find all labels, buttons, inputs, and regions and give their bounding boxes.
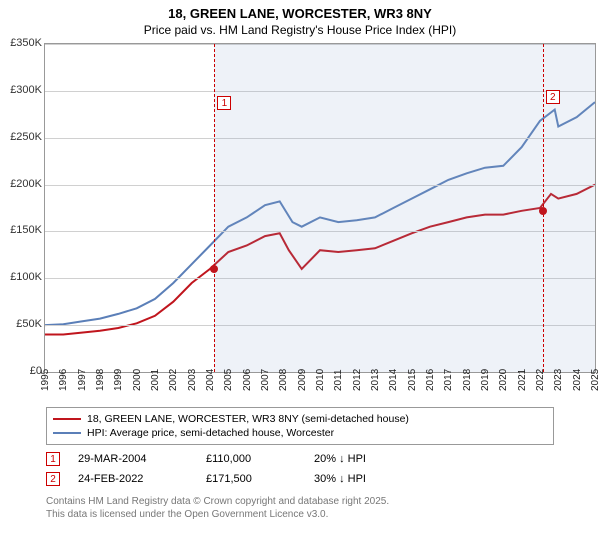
sale-date: 29-MAR-2004 (78, 453, 188, 465)
x-tick-label: 2005 (223, 369, 234, 391)
sale-delta: 20% ↓ HPI (314, 453, 404, 465)
y-tick-label: £250K (10, 131, 42, 143)
y-tick-label: £300K (10, 84, 42, 96)
x-tick-label: 1996 (58, 369, 69, 391)
event-marker: 1 (217, 96, 231, 110)
y-tick-label: £100K (10, 271, 42, 283)
sale-date: 24-FEB-2022 (78, 473, 188, 485)
x-tick-label: 2018 (462, 369, 473, 391)
page-title: 18, GREEN LANE, WORCESTER, WR3 8NY (0, 0, 600, 23)
x-tick-label: 2001 (150, 369, 161, 391)
x-tick-label: 2002 (168, 369, 179, 391)
sales-table: 1 29-MAR-2004 £110,000 20% ↓ HPI 2 24-FEB-202… (46, 449, 554, 489)
event-marker: 2 (546, 90, 560, 104)
y-tick-label: £150K (10, 224, 42, 236)
x-tick-label: 2007 (260, 369, 271, 391)
x-tick-label: 2025 (590, 369, 600, 391)
sale-price: £171,500 (206, 473, 296, 485)
legend: 18, GREEN LANE, WORCESTER, WR3 8NY (semi… (46, 407, 554, 445)
footer-line: Contains HM Land Registry data © Crown c… (46, 495, 554, 508)
sale-row: 1 29-MAR-2004 £110,000 20% ↓ HPI (46, 449, 554, 469)
x-tick-label: 1999 (113, 369, 124, 391)
plot-area: 12 (44, 43, 596, 373)
x-tick-label: 1997 (77, 369, 88, 391)
x-tick-label: 2017 (443, 369, 454, 391)
sale-row: 2 24-FEB-2022 £171,500 30% ↓ HPI (46, 469, 554, 489)
x-tick-label: 2000 (132, 369, 143, 391)
x-tick-label: 2012 (352, 369, 363, 391)
x-tick-label: 1998 (95, 369, 106, 391)
legend-item: 18, GREEN LANE, WORCESTER, WR3 8NY (semi… (53, 412, 547, 426)
x-tick-label: 2009 (297, 369, 308, 391)
x-tick-label: 2015 (407, 369, 418, 391)
sale-point-dot (210, 265, 218, 273)
event-line (214, 44, 215, 372)
x-tick-label: 2024 (572, 369, 583, 391)
sale-point-dot (539, 207, 547, 215)
x-tick-label: 2019 (480, 369, 491, 391)
sale-delta: 30% ↓ HPI (314, 473, 404, 485)
x-tick-label: 2011 (333, 369, 344, 391)
page-subtitle: Price paid vs. HM Land Registry's House … (0, 23, 600, 43)
y-tick-label: £350K (10, 37, 42, 49)
footer-line: This data is licensed under the Open Gov… (46, 508, 554, 521)
y-axis: £0£50K£100K£150K£200K£250K£300K£350K (0, 43, 44, 373)
x-tick-label: 2010 (315, 369, 326, 391)
chart: £0£50K£100K£150K£200K£250K£300K£350K 12 … (0, 43, 600, 403)
x-tick-label: 2003 (187, 369, 198, 391)
x-tick-label: 2013 (370, 369, 381, 391)
x-tick-label: 1995 (40, 369, 51, 391)
legend-swatch (53, 432, 81, 434)
sale-price: £110,000 (206, 453, 296, 465)
x-tick-label: 2023 (553, 369, 564, 391)
legend-label: 18, GREEN LANE, WORCESTER, WR3 8NY (semi… (87, 413, 409, 425)
shade-region (214, 44, 595, 372)
x-tick-label: 2021 (517, 369, 528, 391)
x-tick-label: 2020 (498, 369, 509, 391)
x-tick-label: 2004 (205, 369, 216, 391)
x-axis: 1995199619971998199920002001200220032004… (44, 373, 596, 403)
sale-marker: 1 (46, 452, 60, 466)
footer: Contains HM Land Registry data © Crown c… (46, 495, 554, 521)
legend-item: HPI: Average price, semi-detached house,… (53, 426, 547, 440)
y-tick-label: £50K (16, 318, 42, 330)
sale-marker: 2 (46, 472, 60, 486)
x-tick-label: 2022 (535, 369, 546, 391)
x-tick-label: 2006 (242, 369, 253, 391)
y-tick-label: £200K (10, 178, 42, 190)
legend-label: HPI: Average price, semi-detached house,… (87, 427, 334, 439)
legend-swatch (53, 418, 81, 420)
x-tick-label: 2008 (278, 369, 289, 391)
x-tick-label: 2016 (425, 369, 436, 391)
x-tick-label: 2014 (388, 369, 399, 391)
